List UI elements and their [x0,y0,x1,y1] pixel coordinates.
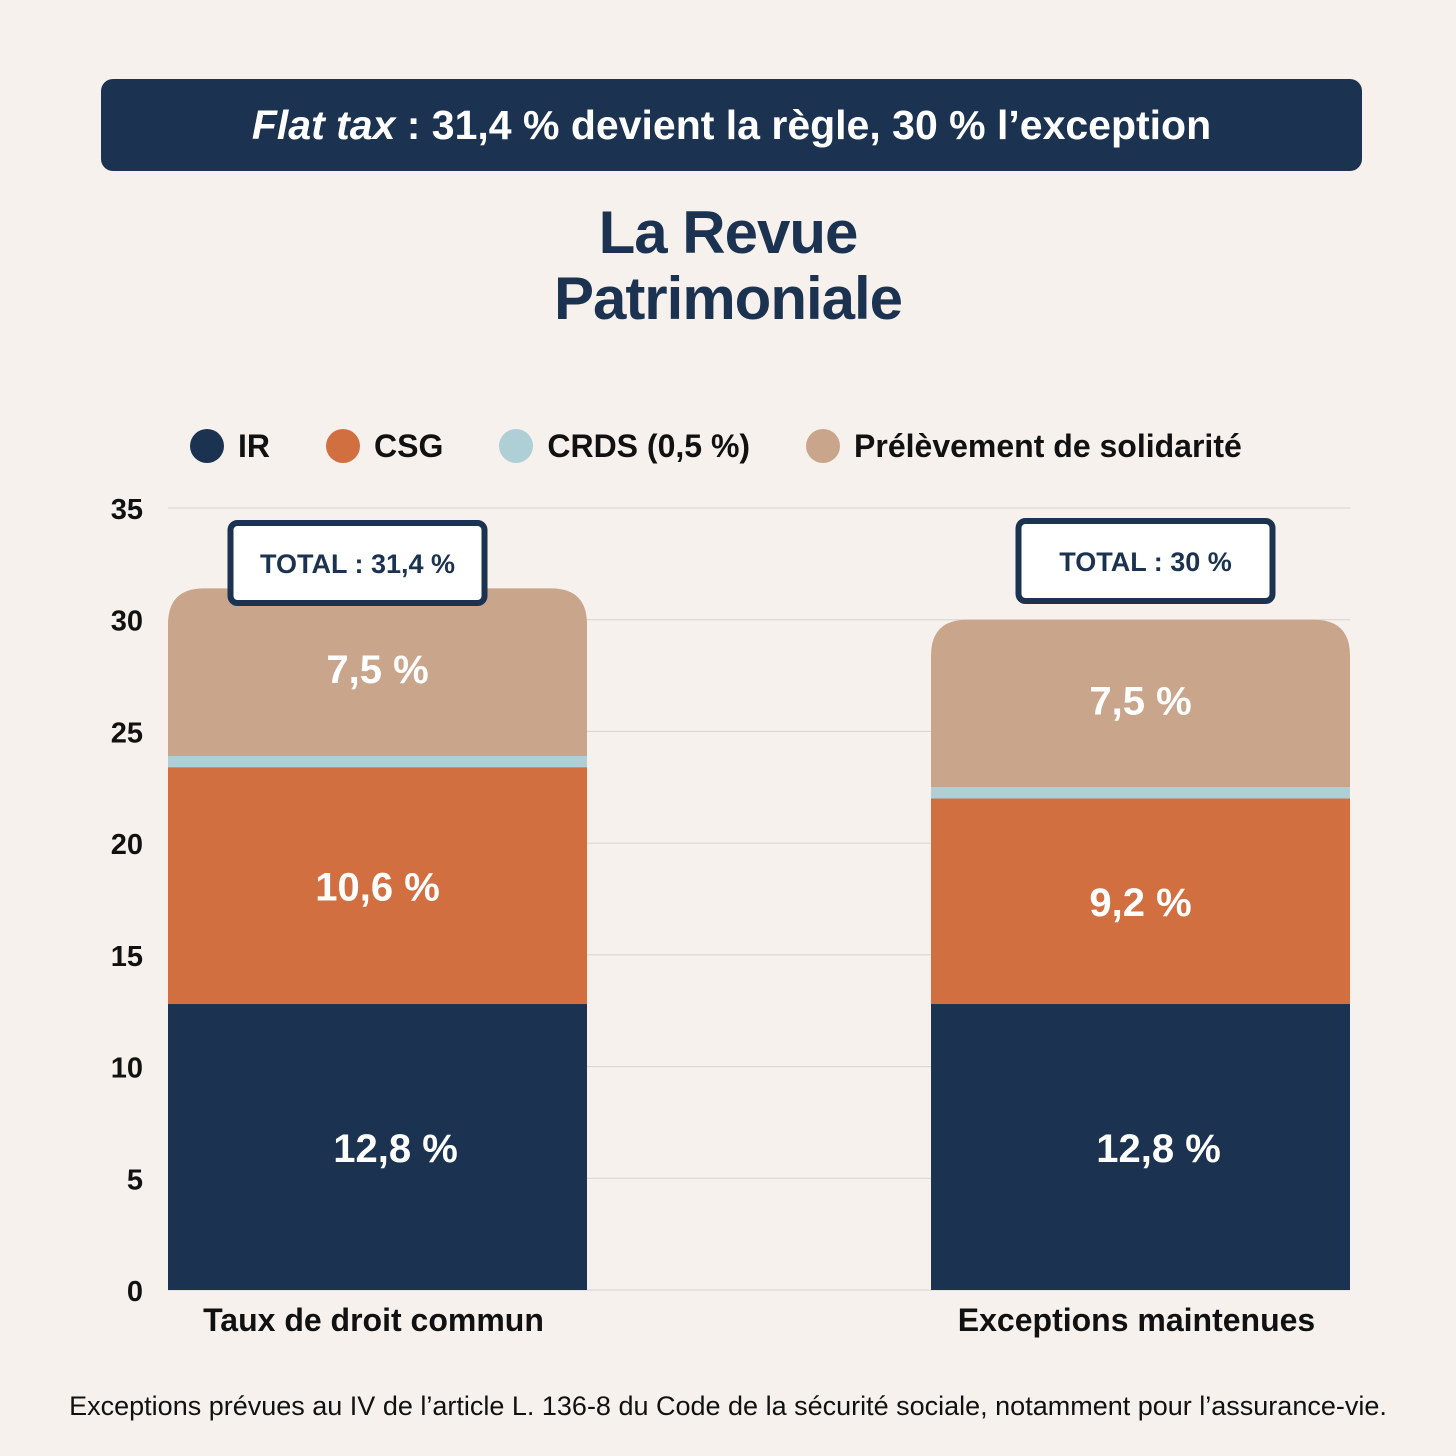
legend-swatch-csg [326,429,360,463]
bar-segment-ir-1 [168,1004,587,1290]
y-tick-label-15: 15 [111,941,143,973]
legend-swatch-solidarite [806,429,841,463]
bar-value-label-prelevement-de-solidarite-2: 7,5 % [1089,680,1191,724]
title-italic: Flat tax [251,101,396,148]
legend-swatch-ir [190,429,224,463]
legend-item-solidarite: Prélèvement de solidarité [806,428,1242,465]
y-tick-label-10: 10 [111,1053,143,1085]
y-tick-label-35: 35 [111,494,143,526]
bar-segment-csg-1 [168,767,587,1005]
y-tick-label-20: 20 [111,829,143,861]
chart-legend: IR CSG CRDS (0,5 %) Prélèvement de solid… [190,424,1242,468]
bar-value-label-ir-1: 12,8 % [333,1127,458,1171]
legend-item-ir: IR [190,428,270,465]
title-text: : 31,4 % devient la règle, 30 % l’except… [395,101,1212,148]
total-badge-2 [1015,518,1276,604]
total-badge-1 [227,520,488,606]
bar-segment-crds-0-5-1 [168,756,587,768]
legend-label-crds: CRDS (0,5 %) [547,427,751,464]
x-category-label-2: Exceptions maintenues [958,1302,1315,1338]
bar-value-label-prelevement-de-solidarite-1: 7,5 % [326,648,428,692]
y-tick-label-0: 0 [127,1276,143,1308]
legend-item-csg: CSG [326,428,443,465]
footnote: Exceptions prévues au IV de l’article L.… [69,1391,1387,1421]
bar-segment-crds-0-5-2 [931,787,1350,799]
bar-value-label-csg-2: 9,2 % [1089,881,1191,925]
legend-swatch-crds [499,429,534,463]
legend-item-crds: CRDS (0,5 %) [499,428,750,465]
total-badge-label-2: TOTAL : 30 % [1059,547,1232,577]
title-banner: Flat tax : 31,4 % devient la règle, 30 %… [101,79,1362,171]
brand-line-1: La Revue [598,199,859,266]
brand-title: La Revue Patrimoniale [0,200,1456,332]
bar-segment-prelevement-de-solidarite-1 [168,588,587,757]
bar-value-label-ir-2: 12,8 % [1096,1127,1221,1171]
y-tick-label-30: 30 [111,606,143,638]
legend-label-ir: IR [238,427,270,464]
y-tick-label-5: 5 [127,1164,143,1196]
bar-segment-ir-2 [931,1004,1350,1290]
x-category-label-1: Taux de droit commun [203,1302,544,1338]
y-tick-label-25: 25 [111,717,143,749]
bar-value-label-csg-1: 10,6 % [315,866,440,910]
legend-label-solidarite: Prélèvement de solidarité [854,427,1242,464]
bar-segment-prelevement-de-solidarite-2 [931,619,1350,788]
legend-label-csg: CSG [374,427,444,464]
bar-segment-csg-2 [931,798,1350,1005]
total-badge-label-1: TOTAL : 31,4 % [260,549,455,579]
brand-line-2: Patrimoniale [553,265,903,332]
